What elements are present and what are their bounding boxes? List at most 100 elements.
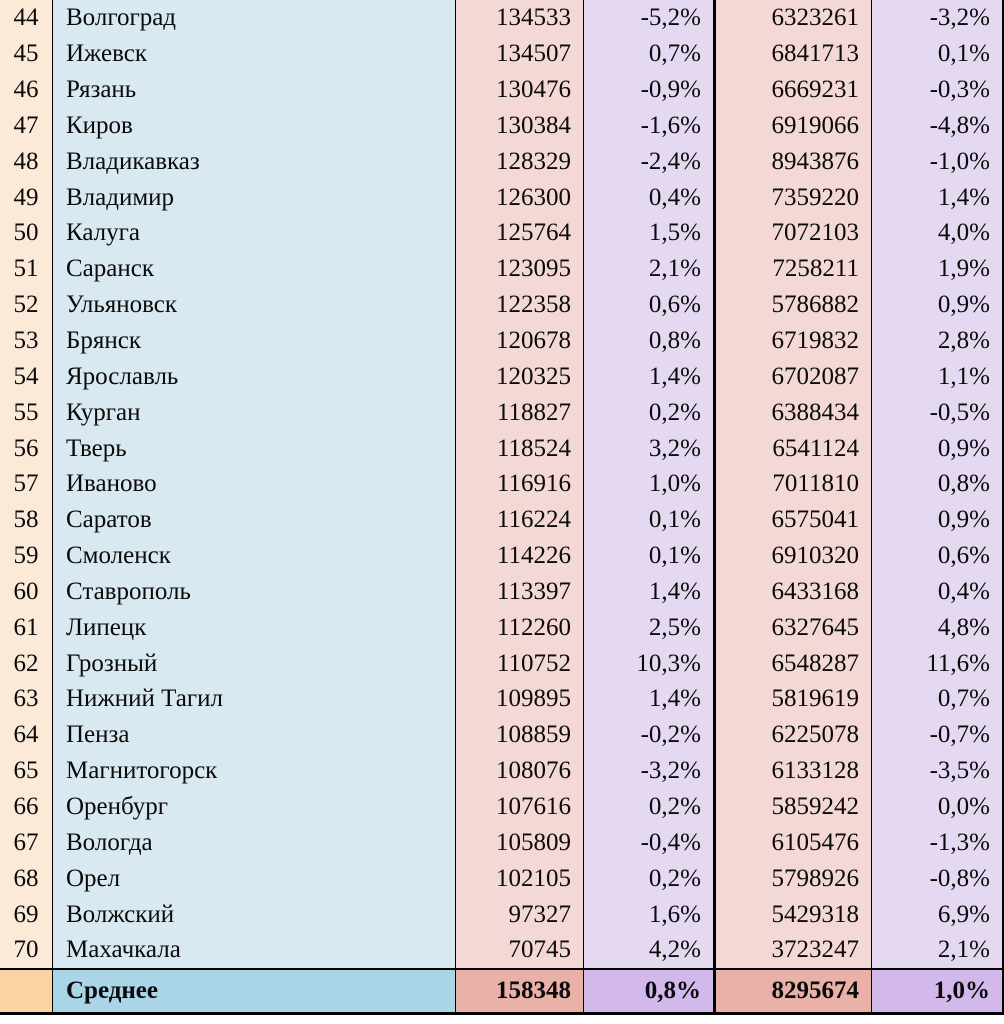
cell-value-b: 5859242 [716,788,872,825]
cell-rank: 50 [0,215,53,251]
table-row: 56 Тверь 118524 3,2% 6541124 0,9% [0,430,1004,466]
summary-label: Среднее [53,969,456,1012]
cell-value-b: 5429318 [716,896,872,932]
cell-value-b: 6327645 [716,609,872,646]
cell-rank: 48 [0,143,53,180]
cell-change-b: 0,9% [872,286,1004,323]
summary-value-b: 8295674 [716,969,872,1012]
cell-city: Вологда [53,824,456,861]
cell-value-b: 5819619 [716,681,872,717]
cell-value-b: 5786882 [716,286,872,323]
table-row: 68 Орел 102105 0,2% 5798926 -0,8% [0,860,1004,897]
cell-value-b: 6548287 [716,645,872,682]
table-row: 45 Ижевск 134507 0,7% 6841713 0,1% [0,35,1004,72]
cell-value-a: 128329 [456,143,584,180]
cell-city: Махачкала [53,931,456,968]
cell-value-b: 6919066 [716,107,872,144]
cell-rank: 51 [0,250,53,287]
cell-rank: 57 [0,465,53,502]
cell-value-b: 8943876 [716,143,872,180]
cell-change-a: 2,1% [584,250,716,287]
cell-rank: 66 [0,788,53,825]
cell-value-a: 113397 [456,573,584,610]
cell-change-b: -0,7% [872,716,1004,753]
table-row: 49 Владимир 126300 0,4% 7359220 1,4% [0,179,1004,216]
cell-city: Пенза [53,716,456,753]
cell-city: Ярославль [53,358,456,395]
cell-rank: 49 [0,179,53,216]
cell-city: Калуга [53,215,456,251]
cell-change-b: 4,8% [872,609,1004,646]
cell-city: Липецк [53,609,456,646]
cell-change-b: -0,3% [872,71,1004,108]
cell-change-a: 1,5% [584,215,716,251]
cell-value-a: 120325 [456,358,584,395]
table-row: 44 Волгоград 134533 -5,2% 6323261 -3,2% [0,0,1004,36]
cell-rank: 61 [0,609,53,646]
cell-change-a: 3,2% [584,430,716,466]
cell-value-a: 123095 [456,250,584,287]
table-row: 57 Иваново 116916 1,0% 7011810 0,8% [0,465,1004,502]
cell-value-a: 108076 [456,752,584,789]
cell-city: Оренбург [53,788,456,825]
cell-value-b: 6575041 [716,501,872,538]
cell-value-a: 107616 [456,788,584,825]
cell-city: Орел [53,860,456,897]
cell-city: Владикавказ [53,143,456,180]
table-row: 69 Волжский 97327 1,6% 5429318 6,9% [0,896,1004,932]
table-row: 54 Ярославль 120325 1,4% 6702087 1,1% [0,358,1004,395]
cell-change-b: 2,8% [872,322,1004,359]
cell-value-a: 105809 [456,824,584,861]
cell-rank: 52 [0,286,53,323]
cell-value-b: 3723247 [716,931,872,968]
cell-city: Ставрополь [53,573,456,610]
cell-value-a: 126300 [456,179,584,216]
cell-change-b: 4,0% [872,215,1004,251]
cell-city: Ижевск [53,35,456,72]
cell-value-a: 116916 [456,465,584,502]
cell-change-b: -4,8% [872,107,1004,144]
cell-rank: 58 [0,501,53,538]
cell-rank: 46 [0,71,53,108]
cell-change-a: 0,4% [584,179,716,216]
cell-value-b: 6669231 [716,71,872,108]
cell-city: Смоленск [53,537,456,574]
cell-change-b: 0,8% [872,465,1004,502]
cell-change-a: 0,8% [584,322,716,359]
cell-city: Магнитогорск [53,752,456,789]
cell-change-b: -0,5% [872,394,1004,431]
cell-rank: 56 [0,430,53,466]
cell-rank: 47 [0,107,53,144]
table-row: 47 Киров 130384 -1,6% 6919066 -4,8% [0,107,1004,144]
cell-value-b: 6133128 [716,752,872,789]
cell-change-a: 1,4% [584,573,716,610]
table-row: 66 Оренбург 107616 0,2% 5859242 0,0% [0,788,1004,825]
cell-change-a: -3,2% [584,752,716,789]
cell-rank: 62 [0,645,53,682]
table-row: 51 Саранск 123095 2,1% 7258211 1,9% [0,250,1004,287]
cell-change-a: 4,2% [584,931,716,968]
cell-city: Нижний Тагил [53,681,456,717]
cell-change-b: 2,1% [872,931,1004,968]
cell-city: Волгоград [53,0,456,36]
cell-rank: 55 [0,394,53,431]
summary-change-b: 1,0% [872,969,1004,1012]
cell-value-a: 108859 [456,716,584,753]
cell-value-b: 5798926 [716,860,872,897]
cell-value-a: 112260 [456,609,584,646]
cell-value-a: 120678 [456,322,584,359]
cell-change-b: 0,6% [872,537,1004,574]
cell-change-a: -1,6% [584,107,716,144]
cell-rank: 59 [0,537,53,574]
cell-value-a: 130384 [456,107,584,144]
summary-value-a: 158348 [456,969,584,1012]
cell-change-b: -3,5% [872,752,1004,789]
cell-change-a: -2,4% [584,143,716,180]
cell-value-b: 7011810 [716,465,872,502]
summary-rank-empty [0,969,53,1012]
cell-change-a: -0,4% [584,824,716,861]
table-row: 59 Смоленск 114226 0,1% 6910320 0,6% [0,537,1004,574]
cell-value-a: 110752 [456,645,584,682]
cell-city: Владимир [53,179,456,216]
